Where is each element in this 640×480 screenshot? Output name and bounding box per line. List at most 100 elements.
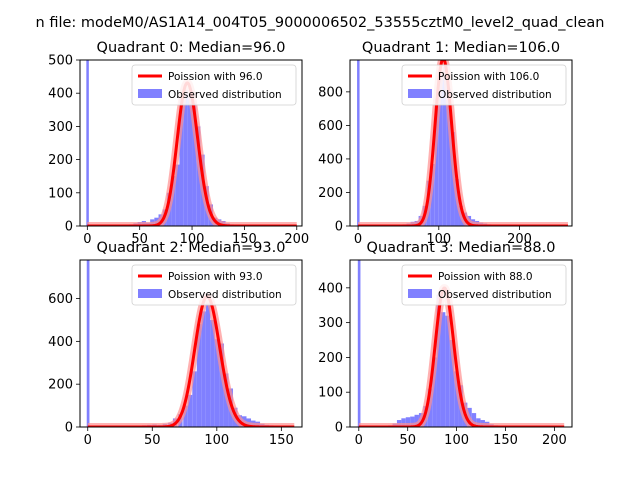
y-tick-label: 0 <box>335 421 343 436</box>
axes-frame <box>79 259 303 428</box>
y-tick-label: 0 <box>335 220 343 235</box>
hist-bar <box>471 413 477 427</box>
hist-bar <box>183 89 188 226</box>
hist-bar <box>442 66 447 226</box>
hist-bar <box>187 93 193 226</box>
x-tick-label: 0 <box>83 232 91 247</box>
legend-observed-label: Observed distribution <box>438 89 552 101</box>
hist-bar <box>196 324 202 427</box>
x-tick-label: 100 <box>426 232 451 247</box>
legend-observed-swatch <box>138 89 162 98</box>
x-tick-label: 150 <box>232 232 257 247</box>
hist-bar <box>175 164 180 226</box>
y-tick-label: 200 <box>318 186 343 201</box>
y-tick-label: 100 <box>318 386 343 401</box>
hist-bar <box>434 98 439 226</box>
y-tick-label: 200 <box>48 153 73 168</box>
legend-observed-label: Observed distribution <box>168 289 282 301</box>
y-tick-label: 0 <box>65 220 73 235</box>
hist-bar <box>183 405 188 427</box>
panel-quadrant-3: Quadrant 3: Median=88.0 0 50 100 150 200 0 100 2… <box>318 240 573 448</box>
legend-box <box>131 64 297 106</box>
y-tick-label: 400 <box>318 281 343 296</box>
hist-bar <box>401 418 406 427</box>
hist-bar <box>171 176 176 226</box>
y-tick-label: 0 <box>65 421 73 436</box>
x-tick-label: 150 <box>493 433 518 448</box>
x-tick-label: 50 <box>399 433 416 448</box>
hist-bar <box>192 371 197 427</box>
hist-bar <box>405 417 411 427</box>
x-tick-label: 0 <box>84 433 92 448</box>
legend-poisson-label: Poission with 88.0 <box>438 271 533 283</box>
legend-box <box>131 264 297 306</box>
x-tick-label: 0 <box>354 232 362 247</box>
hist-bar <box>476 418 481 427</box>
y-tick-label: 200 <box>318 351 343 366</box>
y-tick-label: 400 <box>48 335 73 350</box>
x-tick-label: 0 <box>355 433 363 448</box>
panel-title: Quadrant 0: Median=96.0 <box>97 40 286 56</box>
legend-box <box>401 64 567 106</box>
panel-title: Quadrant 2: Median=93.0 <box>97 240 286 256</box>
y-tick-label: 200 <box>48 378 73 393</box>
hist-bar <box>430 163 435 226</box>
x-tick-label: 150 <box>269 433 294 448</box>
y-tick-label: 400 <box>48 87 73 102</box>
panel-quadrant-1: Quadrant 1: Median=106.0 0 100 200 0 200 400 60… <box>318 40 573 247</box>
hist-bar <box>187 394 193 427</box>
y-tick-label: 300 <box>48 120 73 135</box>
hist-bar-zero <box>86 60 89 226</box>
hist-bar <box>446 88 451 226</box>
panel-quadrant-0: Quadrant 0: Median=96.0 0 50 100 150 200 0 100 2… <box>48 40 309 247</box>
legend-poisson-label: Poission with 96.0 <box>168 71 263 83</box>
x-tick-label: 100 <box>204 433 229 448</box>
axes-frame <box>349 59 573 227</box>
hist-bar-zero <box>86 260 90 427</box>
y-tick-label: 800 <box>318 85 343 100</box>
hist-bar <box>432 357 437 427</box>
y-tick-label: 300 <box>318 316 343 331</box>
plot-area <box>355 260 568 427</box>
axes-frame <box>79 59 303 227</box>
y-tick-label: 400 <box>318 152 343 167</box>
legend-observed-swatch <box>408 289 432 298</box>
y-tick-label: 500 <box>48 54 73 69</box>
legend-observed-swatch <box>408 89 432 98</box>
legend-poisson-label: Poission with 93.0 <box>168 271 263 283</box>
hist-bar <box>192 103 197 226</box>
hist-bar <box>196 126 201 226</box>
legend: Poission with 96.0 Observed distribution <box>131 64 297 106</box>
hist-bar <box>436 294 441 427</box>
hist-bar <box>214 339 220 427</box>
legend-observed-label: Observed distribution <box>438 289 552 301</box>
y-tick-label: 100 <box>48 186 73 201</box>
hist-bar <box>179 96 184 226</box>
x-tick-label: 100 <box>444 433 469 448</box>
legend: Poission with 93.0 Observed distribution <box>131 264 297 306</box>
y-tick-label: 600 <box>318 119 343 134</box>
panel-title: Quadrant 3: Median=88.0 <box>367 240 556 256</box>
hist-bar <box>201 311 206 427</box>
poisson-curve <box>356 60 570 226</box>
x-tick-label: 200 <box>507 232 532 247</box>
hist-bar <box>410 416 415 427</box>
hist-bar <box>219 343 224 427</box>
legend-box <box>401 264 567 306</box>
legend-observed-swatch <box>138 289 162 298</box>
hist-bar <box>449 340 455 427</box>
hist-bar <box>210 319 215 427</box>
hist-bar-zero <box>357 260 361 427</box>
panel-quadrant-2: Quadrant 2: Median=93.0 0 50 100 150 0 200 400 6… <box>48 240 303 448</box>
legend-observed-label: Observed distribution <box>168 89 282 101</box>
hist-bar <box>205 302 211 427</box>
hist-bar <box>414 414 419 427</box>
legend: Poission with 106.0 Observed distribution <box>401 64 567 106</box>
plot-area <box>354 60 572 226</box>
panel-title: Quadrant 1: Median=106.0 <box>362 40 560 56</box>
x-tick-label: 100 <box>180 232 205 247</box>
hist-bar <box>454 371 459 427</box>
figure-suptitle: n file: modeM0/AS1A14_004T05_9000006502_… <box>36 15 605 31</box>
axes-frame <box>349 259 573 428</box>
